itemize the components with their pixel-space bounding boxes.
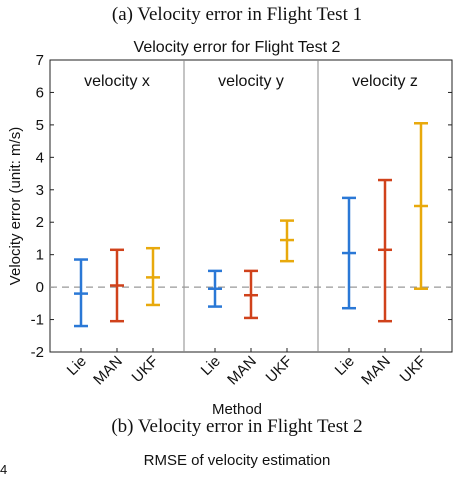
x-tick-label: MAN: [224, 353, 260, 389]
x-tick-label: UKF: [129, 353, 162, 386]
figure-caption-b: (b) Velocity error in Flight Test 2: [111, 416, 363, 437]
errorbar-ukf: [146, 246, 160, 307]
panel-label: velocity x: [84, 73, 150, 90]
next-chart-tick-label: 4: [0, 462, 8, 477]
x-tick-label: MAN: [358, 353, 394, 389]
errorbar-ukf: [280, 219, 294, 263]
y-tick-label: -2: [31, 344, 44, 361]
x-tick-label: UKF: [263, 353, 296, 386]
y-tick-label: 4: [36, 149, 44, 166]
errorbar-lie: [208, 269, 222, 308]
x-tick-label: Lie: [64, 353, 90, 379]
figure-caption-a: (a) Velocity error in Flight Test 1: [111, 4, 363, 25]
x-tick-label: UKF: [397, 353, 430, 386]
y-tick-label: 3: [36, 182, 44, 199]
chart-title: Velocity error for Flight Test 2: [134, 39, 341, 56]
panel-label: velocity y: [218, 73, 284, 90]
errorbar-ukf: [414, 122, 428, 290]
errorbar-lie: [74, 258, 88, 328]
y-tick-label: 2: [36, 214, 44, 231]
y-axis-label: Velocity error (unit: m/s): [7, 127, 24, 285]
errorbar-man: [244, 269, 258, 320]
errorbar-man: [378, 178, 392, 323]
y-tick-label: 6: [36, 84, 44, 101]
panel-label: velocity z: [352, 73, 418, 90]
next-chart-title: RMSE of velocity estimation: [143, 452, 331, 469]
chart-marks: [74, 122, 428, 328]
x-axis-label: Method: [212, 401, 262, 418]
chart-text: Velocity error for Flight Test 2 -2 -1 0 1 2 3…: [7, 39, 430, 418]
y-tick-label: 7: [36, 52, 44, 69]
x-tick-label: Lie: [198, 353, 224, 379]
x-tick-label: MAN: [90, 353, 126, 389]
errorbar-lie: [342, 196, 356, 310]
y-tick-label: 0: [36, 279, 44, 296]
y-tick-label: 5: [36, 117, 44, 134]
y-tick-label: -1: [31, 312, 44, 329]
x-tick-label: Lie: [332, 353, 358, 379]
errorbar-man: [110, 248, 124, 323]
y-tick-label: 1: [36, 247, 44, 264]
